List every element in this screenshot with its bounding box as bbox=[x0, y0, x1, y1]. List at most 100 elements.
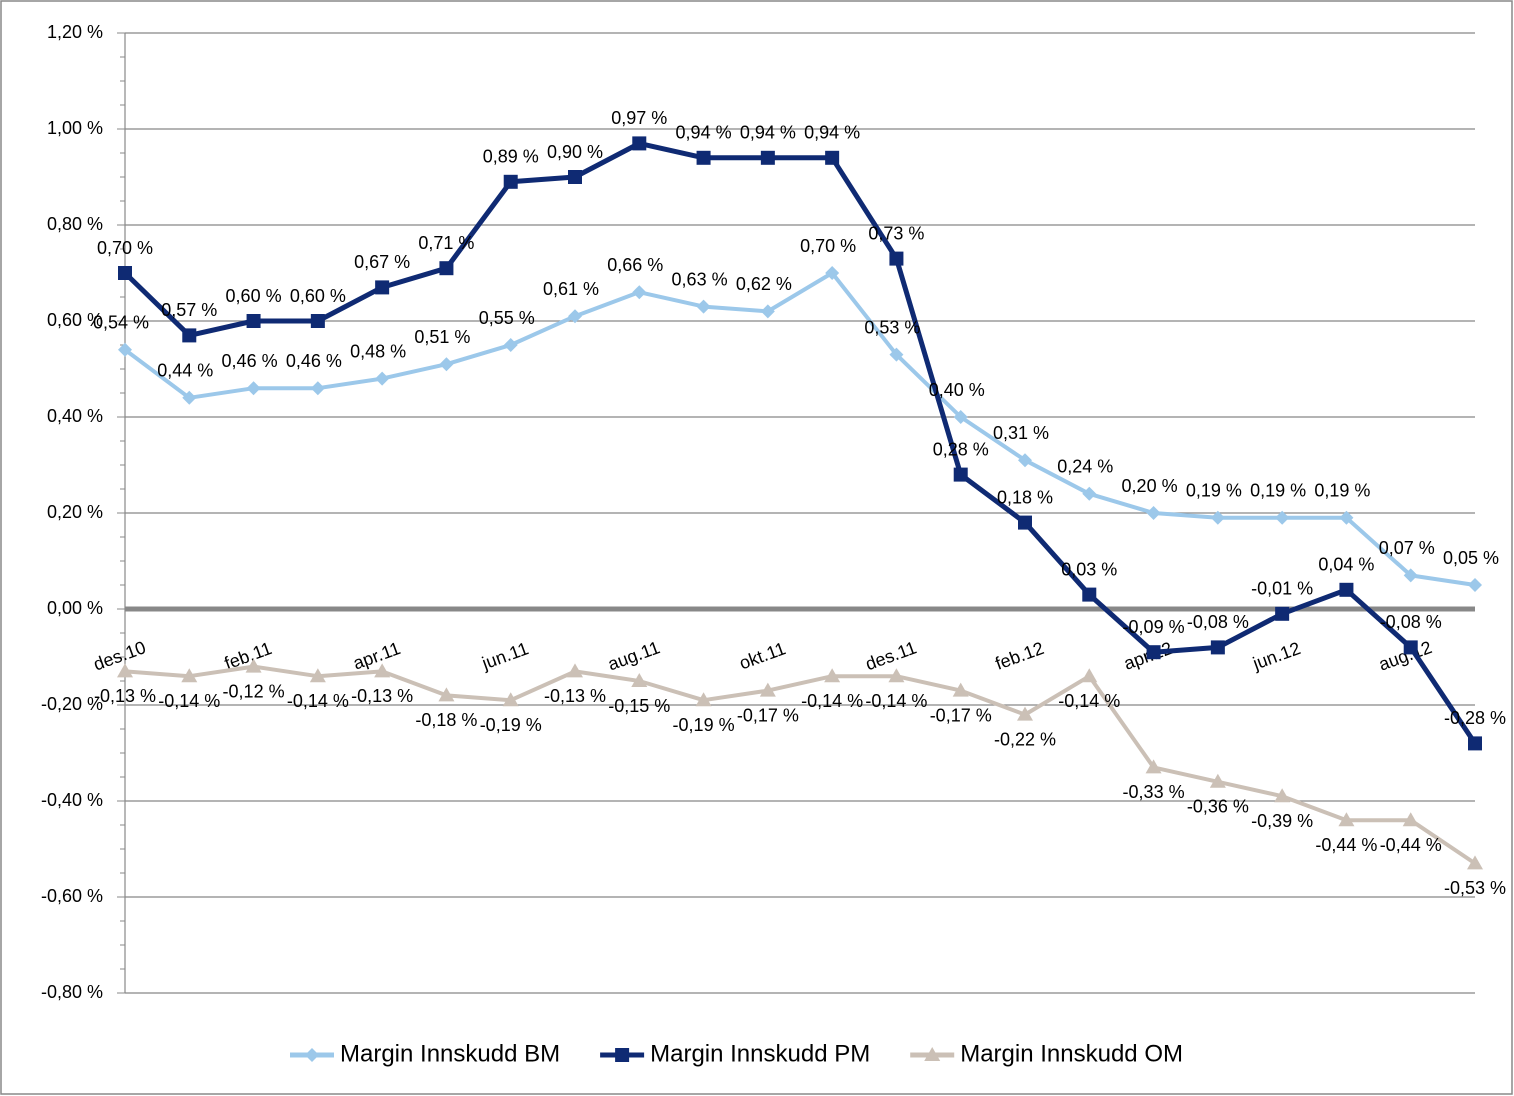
marker bbox=[1210, 640, 1225, 655]
marker bbox=[1402, 812, 1419, 827]
data-label: -0,39 % bbox=[1251, 811, 1313, 831]
data-label: 0,60 % bbox=[290, 286, 346, 306]
marker bbox=[1468, 736, 1482, 751]
y-tick-label: 0,40 % bbox=[47, 406, 103, 426]
marker bbox=[182, 390, 197, 405]
y-tick-label: 1,20 % bbox=[47, 22, 103, 42]
data-label: -0,13 % bbox=[351, 686, 413, 706]
marker bbox=[375, 280, 390, 295]
marker bbox=[1018, 515, 1032, 530]
marker bbox=[760, 304, 775, 319]
data-label: 0,66 % bbox=[607, 255, 663, 275]
data-label: -0,17 % bbox=[930, 705, 992, 725]
marker bbox=[825, 266, 840, 280]
data-label: 0,18 % bbox=[997, 487, 1053, 507]
marker bbox=[182, 328, 197, 343]
marker bbox=[375, 371, 390, 386]
data-label: 0,89 % bbox=[483, 147, 539, 167]
data-label: 0,24 % bbox=[1057, 457, 1113, 477]
marker bbox=[696, 299, 711, 314]
marker bbox=[888, 668, 905, 683]
data-label: 0,03 % bbox=[1061, 559, 1117, 579]
data-label: 0,54 % bbox=[93, 313, 149, 333]
data-label: -0,28 % bbox=[1444, 708, 1506, 728]
series-line bbox=[123, 140, 1478, 745]
data-label: -0,01 % bbox=[1251, 579, 1313, 599]
data-label: -0,19 % bbox=[480, 715, 542, 735]
legend-label: Margin Innskudd PM bbox=[650, 1040, 870, 1067]
data-label: -0,09 % bbox=[1123, 617, 1185, 637]
data-label: 0,28 % bbox=[933, 439, 989, 459]
data-label: 0,62 % bbox=[736, 274, 792, 294]
data-label: -0,17 % bbox=[737, 705, 799, 725]
data-label: -0,08 % bbox=[1380, 612, 1442, 632]
y-tick-label: -0,20 % bbox=[41, 694, 103, 714]
data-label: -0,14 % bbox=[158, 691, 220, 711]
data-label: 0,19 % bbox=[1186, 481, 1242, 501]
marker bbox=[1339, 582, 1354, 597]
data-label: 0,55 % bbox=[479, 308, 535, 328]
marker bbox=[1209, 773, 1226, 788]
marker bbox=[305, 1048, 319, 1062]
data-label: 0,94 % bbox=[804, 123, 860, 143]
data-label: 0,73 % bbox=[868, 223, 924, 243]
data-label: 0,63 % bbox=[672, 269, 728, 289]
data-label: -0,14 % bbox=[865, 691, 927, 711]
data-label: 0,44 % bbox=[157, 361, 213, 381]
marker bbox=[439, 261, 454, 276]
data-label: 0,61 % bbox=[543, 279, 599, 299]
data-label: -0,12 % bbox=[223, 681, 285, 701]
marker bbox=[953, 467, 968, 482]
data-label: 0,90 % bbox=[547, 142, 603, 162]
marker bbox=[181, 668, 198, 683]
marker bbox=[438, 687, 455, 702]
data-label: 0,19 % bbox=[1314, 481, 1370, 501]
marker bbox=[759, 682, 776, 697]
marker bbox=[1403, 568, 1418, 583]
marker bbox=[1467, 855, 1483, 870]
data-label: 0,70 % bbox=[97, 238, 153, 258]
marker bbox=[1275, 606, 1290, 621]
data-label: -0,44 % bbox=[1380, 835, 1442, 855]
marker bbox=[310, 381, 325, 396]
data-label: 0,19 % bbox=[1250, 481, 1306, 501]
data-label: 0,97 % bbox=[611, 108, 667, 128]
data-label: 0,07 % bbox=[1379, 538, 1435, 558]
legend-label: Margin Innskudd OM bbox=[960, 1040, 1183, 1067]
marker bbox=[1274, 788, 1291, 803]
y-tick-label: -0,60 % bbox=[41, 886, 103, 906]
data-label: -0,13 % bbox=[544, 686, 606, 706]
data-label: -0,19 % bbox=[673, 715, 735, 735]
data-label: 0,51 % bbox=[414, 327, 470, 347]
data-label: 0,94 % bbox=[740, 123, 796, 143]
data-label: 0,20 % bbox=[1122, 476, 1178, 496]
marker bbox=[1338, 812, 1355, 827]
data-label: -0,13 % bbox=[94, 686, 156, 706]
marker bbox=[118, 266, 132, 280]
data-label: 0,53 % bbox=[864, 317, 920, 337]
marker bbox=[503, 338, 518, 352]
data-label: -0,14 % bbox=[1058, 691, 1120, 711]
y-tick-label: 1,00 % bbox=[47, 118, 103, 138]
data-label: -0,33 % bbox=[1123, 782, 1185, 802]
y-tick-label: 0,60 % bbox=[47, 310, 103, 330]
data-label: 0,46 % bbox=[286, 351, 342, 371]
data-label: 0,60 % bbox=[226, 286, 282, 306]
marker bbox=[696, 150, 711, 165]
marker bbox=[1081, 668, 1098, 683]
marker bbox=[568, 170, 582, 184]
marker bbox=[1210, 510, 1225, 525]
data-label: -0,14 % bbox=[801, 691, 863, 711]
data-label: 0,71 % bbox=[418, 233, 474, 253]
data-label: 0,46 % bbox=[222, 351, 278, 371]
legend: Margin Innskudd BM Margin Innskudd PM Marg… bbox=[290, 1040, 1183, 1067]
marker bbox=[309, 668, 326, 683]
marker bbox=[824, 668, 841, 683]
marker bbox=[695, 692, 712, 707]
marker bbox=[1146, 645, 1161, 660]
y-tick-label: 0,00 % bbox=[47, 598, 103, 618]
marker bbox=[953, 410, 968, 424]
data-label: 0,05 % bbox=[1443, 548, 1499, 568]
data-label: 0,67 % bbox=[354, 252, 410, 272]
